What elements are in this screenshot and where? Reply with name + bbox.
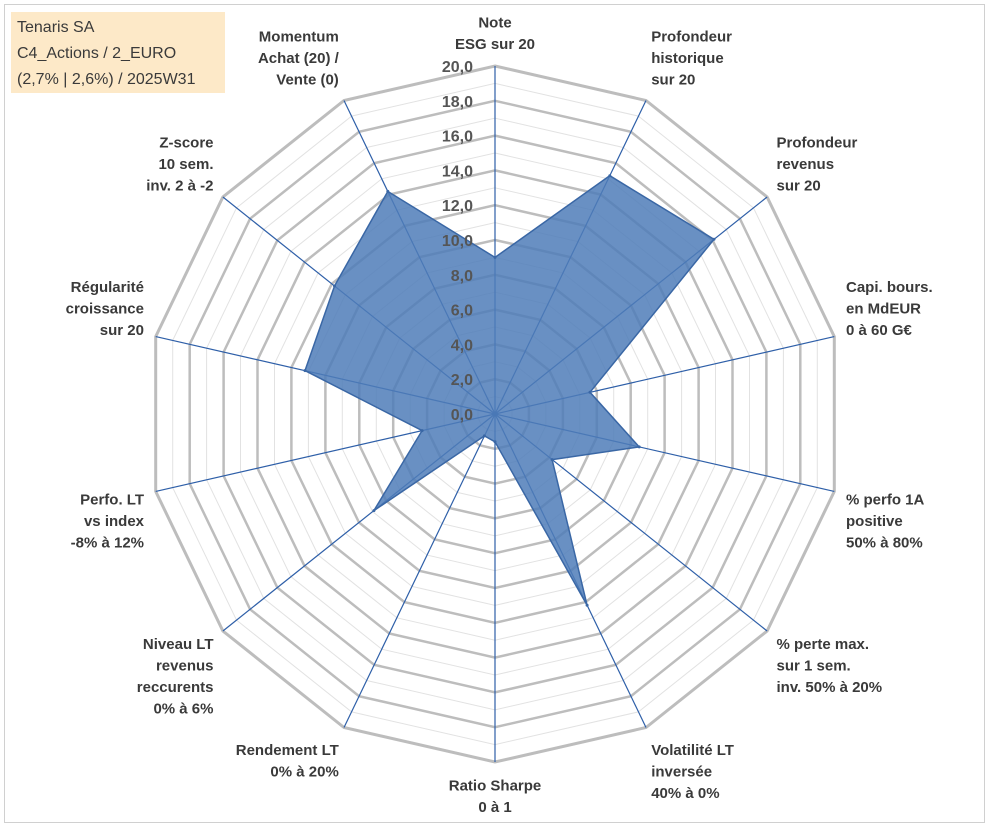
data-point xyxy=(333,284,336,288)
axis-label: sur 1 sem. xyxy=(777,658,851,675)
tick-label: 2,0 xyxy=(451,372,473,389)
tick-label: 16,0 xyxy=(442,129,473,146)
data-point xyxy=(585,603,589,607)
axis-label: Rendement LT xyxy=(236,742,339,759)
axis-spoke xyxy=(343,413,496,728)
info-box: Tenaris SA C4_Actions / 2_EURO (2,7% | 2… xyxy=(11,12,225,93)
axis-label: 0% à 6% xyxy=(153,701,213,718)
data-point xyxy=(420,429,424,433)
info-company: Tenaris SA xyxy=(17,19,95,36)
axis-label: -8% à 12% xyxy=(71,535,144,552)
data-point xyxy=(493,255,497,259)
axis-label: sur 20 xyxy=(100,322,144,339)
axis-label: ESG sur 20 xyxy=(455,36,535,53)
axis-label: 10 sem. xyxy=(158,156,213,173)
axis-label: 40% à 0% xyxy=(651,785,719,802)
axis-label: Momentum xyxy=(259,29,339,46)
axis-label: Régularité xyxy=(71,279,144,296)
axis-label: Z-score xyxy=(159,135,213,152)
tick-label: 6,0 xyxy=(451,303,473,320)
tick-label: 18,0 xyxy=(442,94,473,111)
axis-label: % perfo 1A xyxy=(846,492,925,509)
data-point xyxy=(550,458,554,462)
axis-label: 50% à 80% xyxy=(846,535,923,552)
info-category: C4_Actions / 2_EURO xyxy=(17,45,177,62)
axis-label: croissance xyxy=(66,300,144,317)
chart-frame xyxy=(4,4,985,823)
data-point xyxy=(712,237,716,241)
axis-label: en MdEUR xyxy=(846,300,921,317)
axis-label: positive xyxy=(846,513,903,530)
axis-label: Ratio Sharpe xyxy=(449,778,542,795)
tick-label: 4,0 xyxy=(451,337,473,354)
axis-label: 0 à 1 xyxy=(478,799,511,816)
tick-label: 8,0 xyxy=(451,268,473,285)
axis-label: % perte max. xyxy=(777,636,870,653)
axis-label: sur 20 xyxy=(651,72,695,89)
axis-label: inv. 50% à 20% xyxy=(777,679,883,696)
axis-label: historique xyxy=(651,50,724,67)
axis-label: sur 20 xyxy=(777,178,821,195)
data-point xyxy=(608,174,612,178)
data-point xyxy=(637,445,641,449)
axis-label: Profondeur xyxy=(651,29,732,46)
tick-label: 10,0 xyxy=(442,233,473,250)
axis-label: inversée xyxy=(651,763,712,780)
axis-label: reccurents xyxy=(137,679,214,696)
data-point xyxy=(588,390,592,394)
axis-label: Achat (20) / xyxy=(258,50,340,67)
axis-label: 0 à 60 G€ xyxy=(846,322,913,339)
axis-label: Volatilité LT xyxy=(651,742,734,759)
axis-label: Profondeur xyxy=(777,135,858,152)
axis-label: Capi. bours. xyxy=(846,279,933,296)
tick-label: 12,0 xyxy=(442,198,473,215)
axis-label: revenus xyxy=(777,156,835,173)
axis-label: vs index xyxy=(84,513,145,530)
info-period: (2,7% | 2,6%) / 2025W31 xyxy=(17,71,196,88)
tick-label: 14,0 xyxy=(442,163,473,180)
axis-label: Perfo. LT xyxy=(80,492,144,509)
data-point xyxy=(303,369,307,373)
series-area xyxy=(304,174,716,606)
axis-label: revenus xyxy=(156,658,214,675)
axis-label: Niveau LT xyxy=(143,636,214,653)
tick-label: 20,0 xyxy=(442,59,473,76)
axis-label: Vente (0) xyxy=(276,72,339,89)
tick-label: 0,0 xyxy=(451,407,473,424)
axis-label: 0% à 20% xyxy=(270,763,338,780)
axis-label: Note xyxy=(478,15,511,32)
data-point xyxy=(386,189,390,193)
data-point xyxy=(482,434,486,438)
axis-label: inv. 2 à -2 xyxy=(146,178,213,195)
data-point xyxy=(372,509,376,513)
data-point xyxy=(493,440,497,444)
